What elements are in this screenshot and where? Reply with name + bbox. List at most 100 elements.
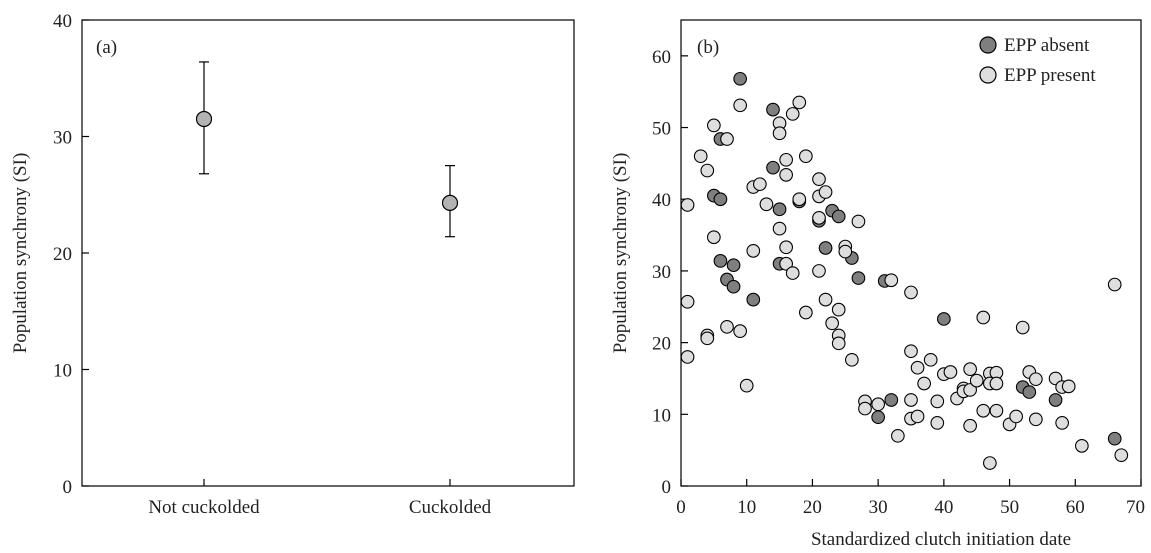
data-point (746, 292, 761, 307)
data-point (904, 285, 918, 300)
data-point (851, 214, 866, 229)
x-tick-label: 40 (934, 497, 953, 518)
data-point (858, 401, 872, 416)
panel-a-marks (195, 61, 459, 238)
data-point (871, 397, 885, 412)
data-point (792, 95, 807, 110)
data-point (713, 192, 728, 207)
data-point (969, 373, 984, 388)
data-point (910, 360, 925, 375)
data-point (930, 416, 945, 430)
y-tick-label: 30 (652, 262, 671, 283)
data-point (976, 310, 991, 325)
data-point (700, 163, 715, 178)
panel-b-x-ticks: 0 10 20 30 40 50 60 70 (676, 479, 1145, 518)
data-point (746, 243, 761, 258)
data-point (733, 324, 747, 338)
data-point (989, 376, 1004, 391)
y-tick-label: 60 (652, 47, 671, 68)
panel-a-frame (81, 19, 575, 487)
data-point (812, 211, 826, 225)
data-point (884, 393, 899, 407)
y-tick-label: 50 (652, 119, 671, 140)
x-category-label: Cuckolded (409, 497, 492, 518)
data-point (1022, 385, 1037, 399)
data-point (799, 149, 813, 164)
data-point (831, 209, 846, 224)
data-point (1029, 372, 1043, 387)
data-point (693, 149, 708, 164)
data-point (910, 409, 925, 424)
panel-b-frame (680, 19, 1142, 487)
panel-b-y-ticks: 0 10 20 30 40 50 60 (652, 47, 688, 498)
panel-b-marks (680, 71, 1129, 470)
panel-a: (a) Population synchrony (SI) 010203040 … (10, 11, 575, 518)
data-point (983, 456, 997, 470)
data-point (772, 202, 787, 217)
data-point (963, 418, 977, 433)
y-tick-label: 20 (53, 244, 72, 265)
data-point (680, 294, 695, 309)
data-point (891, 428, 905, 443)
mean-point (441, 194, 459, 212)
data-point (707, 118, 721, 133)
data-point (884, 273, 899, 288)
data-point (733, 98, 747, 113)
data-point (779, 240, 793, 255)
data-point (845, 352, 859, 367)
panel-b-x-axis-title: Standardized clutch initiation date (811, 529, 1071, 550)
data-point (963, 383, 977, 397)
data-point (772, 126, 787, 141)
data-point (812, 172, 826, 187)
panel-a-x-ticks: Not cuckolded Cuckolded (148, 479, 492, 518)
x-tick-label: 60 (1066, 497, 1085, 518)
legend-label-epp-absent: EPP absent (1004, 35, 1090, 56)
y-tick-label: 30 (53, 128, 72, 149)
data-point (680, 350, 695, 364)
data-point (943, 365, 958, 379)
data-point (923, 352, 938, 367)
data-point (917, 376, 931, 391)
x-tick-label: 0 (676, 497, 686, 518)
legend-marker-epp-absent (979, 36, 997, 54)
data-point (818, 185, 833, 199)
data-point (707, 230, 721, 245)
data-point (759, 197, 774, 212)
data-point (1061, 379, 1076, 394)
x-category-label: Not cuckolded (148, 497, 260, 518)
data-point (799, 305, 813, 320)
data-point (1075, 439, 1089, 453)
data-point (753, 177, 767, 192)
panel-b: (b) Population synchrony (SI) Standardiz… (610, 19, 1145, 550)
data-point (1009, 409, 1023, 424)
panel-a-y-ticks: 0 10 20 30 40 (53, 11, 89, 498)
data-point (930, 394, 945, 409)
data-point (904, 393, 918, 407)
data-point (779, 152, 793, 167)
y-tick-label: 20 (652, 334, 671, 355)
panel-a-y-axis-title: Population synchrony (SI) (10, 153, 31, 354)
data-point (726, 258, 741, 273)
y-tick-label: 40 (652, 190, 671, 211)
data-point (871, 410, 885, 425)
data-point (680, 198, 695, 212)
data-point (785, 266, 800, 280)
x-tick-label: 20 (803, 497, 822, 518)
data-point (976, 403, 991, 418)
data-point (831, 336, 846, 351)
data-point (766, 160, 780, 175)
panel-b-y-axis-title: Population synchrony (SI) (610, 153, 631, 354)
data-point (739, 378, 754, 393)
data-point (812, 264, 826, 278)
data-point (785, 107, 800, 121)
data-point (1029, 412, 1043, 427)
data-point (1107, 277, 1122, 292)
data-point (1107, 431, 1122, 446)
x-tick-label: 30 (869, 497, 888, 518)
data-point (720, 132, 734, 146)
data-point (720, 319, 734, 334)
data-point (818, 241, 833, 255)
x-tick-label: 50 (1000, 497, 1019, 518)
data-point (713, 254, 728, 268)
y-tick-label: 10 (652, 405, 671, 426)
